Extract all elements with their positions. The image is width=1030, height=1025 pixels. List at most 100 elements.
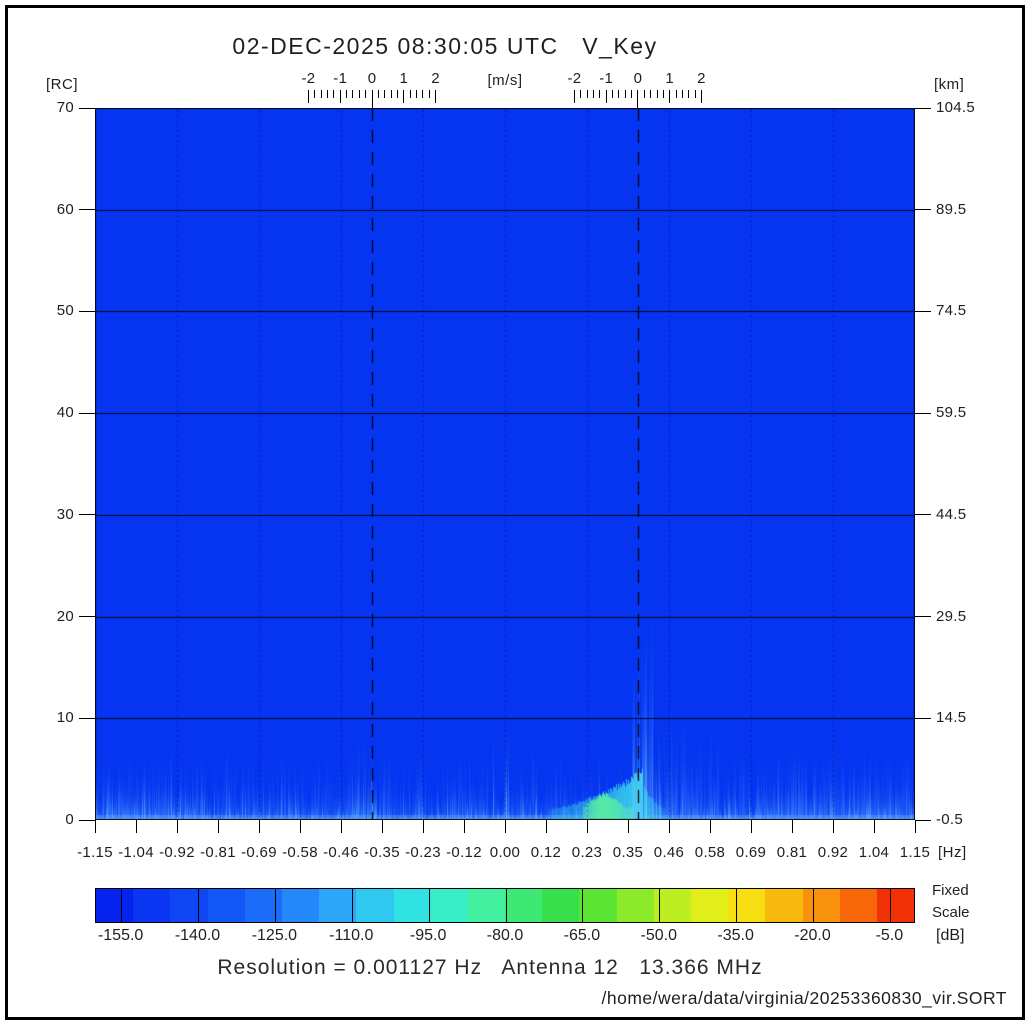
axis-tick [340,820,342,833]
axis-tick-label: 89.5 [936,200,967,218]
colorbar-tick [351,889,353,922]
velocity-axis-tick [377,90,379,98]
axis-tick-label: 0.69 [735,844,767,861]
axis-tick [915,717,931,719]
page-title: 02-DEC-2025 08:30:05 UTC V_Key [232,33,658,59]
outer-frame [5,5,1025,1020]
axis-tick-label: 59.5 [936,404,967,422]
velocity-axis-tick [435,90,437,103]
axis-tick-label: -0.46 [323,844,359,861]
colorbar-tick-label: -20.0 [794,927,831,944]
axis-tick [79,616,95,618]
colorbar-segment [207,889,245,922]
axis-tick-label: -0.69 [241,844,277,861]
colorbar-tick [889,889,891,922]
axis-tick [914,820,916,833]
spectrum-heatmap [95,108,915,820]
colorbar-segment [505,889,543,922]
axis-tick-label: 104.5 [936,99,976,116]
velocity-axis-tick [339,90,341,103]
axis-tick [832,820,834,833]
axis-tick [381,820,383,833]
axis-tick-label: 0.92 [817,844,849,861]
axis-tick-label: 0 [65,811,74,828]
colorbar-segment [765,889,803,922]
velocity-axis-tick [346,90,348,98]
velocity-axis-tick [573,90,575,103]
axis-tick-label: 0.58 [694,844,726,861]
velocity-axis-tick [403,90,405,103]
axis-tick [217,820,219,833]
velocity-axis-tick [390,90,392,98]
axis-tick [915,412,931,414]
axis-tick [299,820,301,833]
velocity-axis-tick [631,90,633,98]
axis-tick [258,820,260,833]
colorbar-tick-label: -65.0 [563,927,601,944]
axis-tick-label: -1.15 [77,844,113,861]
colorbar-segment [356,889,394,922]
axis-tick-label: -0.5 [936,811,964,828]
resolution-annotation: Resolution = 0.001127 Hz Antenna 12 13.3… [217,956,763,979]
velocity-axis-tick [701,90,702,103]
colorbar-segment [802,889,840,922]
colorbar-segment [467,889,506,922]
velocity-axis-tick [586,90,588,98]
velocity-axis-tick [599,90,601,98]
axis-tick [79,107,95,109]
axis-tick [79,412,95,414]
axis-tick-label: 0.35 [612,844,644,861]
axis-tick [79,819,95,821]
velocity-axis-tick-label: 2 [431,70,440,87]
axis-tick-label: 29.5 [936,607,967,625]
velocity-axis-tick [624,90,626,98]
colorbar-tick-label: -35.0 [717,927,754,944]
axis-tick [915,209,931,211]
colorbar-segment [244,889,282,922]
velocity-axis-tick-label: 1 [399,70,409,87]
colorbar-segment [430,889,468,922]
colorbar-segment [133,889,171,922]
velocity-axis-tick [415,90,417,98]
colorbar-segment [691,889,729,922]
colorbar-segment [876,889,915,922]
velocity-axis-tick [352,90,354,98]
velocity-axis-tick [333,90,335,98]
axis-tick [915,819,931,821]
axis-tick-label: 1.04 [858,844,890,861]
colorbar-tick [121,889,123,922]
axis-tick [176,820,178,833]
axis-tick [627,820,629,833]
axis-tick-label: 74.5 [936,302,967,320]
axis-tick-label: 0.23 [571,844,603,861]
colorbar-tick [428,889,430,922]
colorbar-tick-label: -80.0 [486,927,524,944]
axis-tick [422,820,424,833]
colorbar-tick [198,889,199,922]
axis-tick-label: -0.35 [364,844,400,861]
km-axis-unit-label: [km] [934,76,965,93]
velocity-axis-tick-label: -2 [567,70,582,87]
file-path-annotation: /home/wera/data/virginia/20253360830_vir… [601,988,1007,1008]
velocity-axis-tick [675,90,677,98]
colorbar-tick [582,889,584,922]
axis-tick [463,820,465,833]
axis-tick [94,820,96,833]
colorbar-tick [659,889,661,922]
colorbar-tick [736,889,738,922]
velocity-axis-tick [681,90,683,98]
axis-tick-label: 60 [56,200,74,218]
axis-tick-label: 30 [56,505,74,523]
velocity-axis-tick [358,90,360,98]
velocity-axis-tick [409,90,411,98]
velocity-axis-tick [365,90,367,98]
velocity-axis-tick [371,90,373,108]
axis-tick [791,820,793,833]
velocity-axis-tick [643,90,645,98]
velocity-axis-tick [637,90,639,108]
axis-tick [709,820,711,833]
axis-tick-label: -0.81 [200,844,236,861]
axis-tick [915,616,931,618]
hz-axis-unit-label: [Hz] [938,844,967,861]
colorbar-tick [505,889,507,922]
